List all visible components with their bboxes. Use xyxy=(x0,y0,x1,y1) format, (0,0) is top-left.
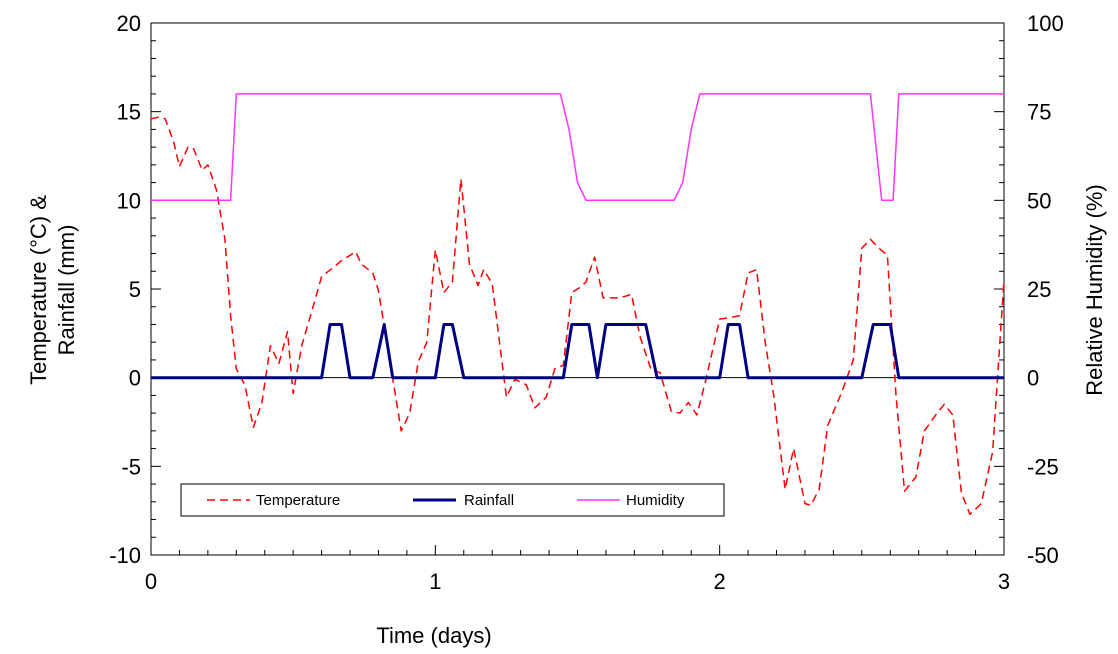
x-axis-title: Time (days) xyxy=(376,623,491,648)
series-line-temperature xyxy=(150,116,1005,515)
y-left-tick-label: 5 xyxy=(129,277,141,302)
y-axis-title-right: Relative Humidity (%) xyxy=(1082,184,1107,396)
y-left-tick-label: 0 xyxy=(129,366,141,391)
y-right-tick-label: 75 xyxy=(1027,100,1051,125)
y-left-tick-label: 15 xyxy=(117,100,141,125)
y-left-tick-label: 10 xyxy=(117,188,141,213)
x-tick-label: 0 xyxy=(145,569,157,594)
y-right-tick-label: 25 xyxy=(1027,277,1051,302)
legend-label-rainfall: Rainfall xyxy=(464,492,514,509)
series-line-rainfall xyxy=(151,323,1004,380)
y-right-tick-label: 100 xyxy=(1027,11,1064,36)
y-right-tick-label: -25 xyxy=(1027,454,1059,479)
series-line-humidity xyxy=(151,93,1004,202)
legend: Temperature Rainfall Humidity xyxy=(180,483,725,517)
legend-label-humidity: Humidity xyxy=(626,492,685,509)
y-left-tick-label: 20 xyxy=(117,11,141,36)
legend-box xyxy=(180,483,725,517)
x-tick-label: 2 xyxy=(714,569,726,594)
x-tick-label: 1 xyxy=(429,569,441,594)
y-right-tick-label: 50 xyxy=(1027,188,1051,213)
x-tick-label: 3 xyxy=(998,569,1010,594)
legend-label-temperature: Temperature xyxy=(256,492,340,509)
series-layer xyxy=(150,93,1005,515)
labels-layer: Time (days) Temperature (°C) & Rainfall … xyxy=(26,184,1107,648)
y-axis-title-left-line2: Rainfall (mm) xyxy=(54,225,79,356)
y-right-tick-label: -50 xyxy=(1027,543,1059,568)
y-left-tick-label: -10 xyxy=(109,543,141,568)
y-axis-title-left-line1: Temperature (°C) & xyxy=(26,195,51,385)
y-right-tick-label: 0 xyxy=(1027,366,1039,391)
y-left-tick-label: -5 xyxy=(121,454,141,479)
